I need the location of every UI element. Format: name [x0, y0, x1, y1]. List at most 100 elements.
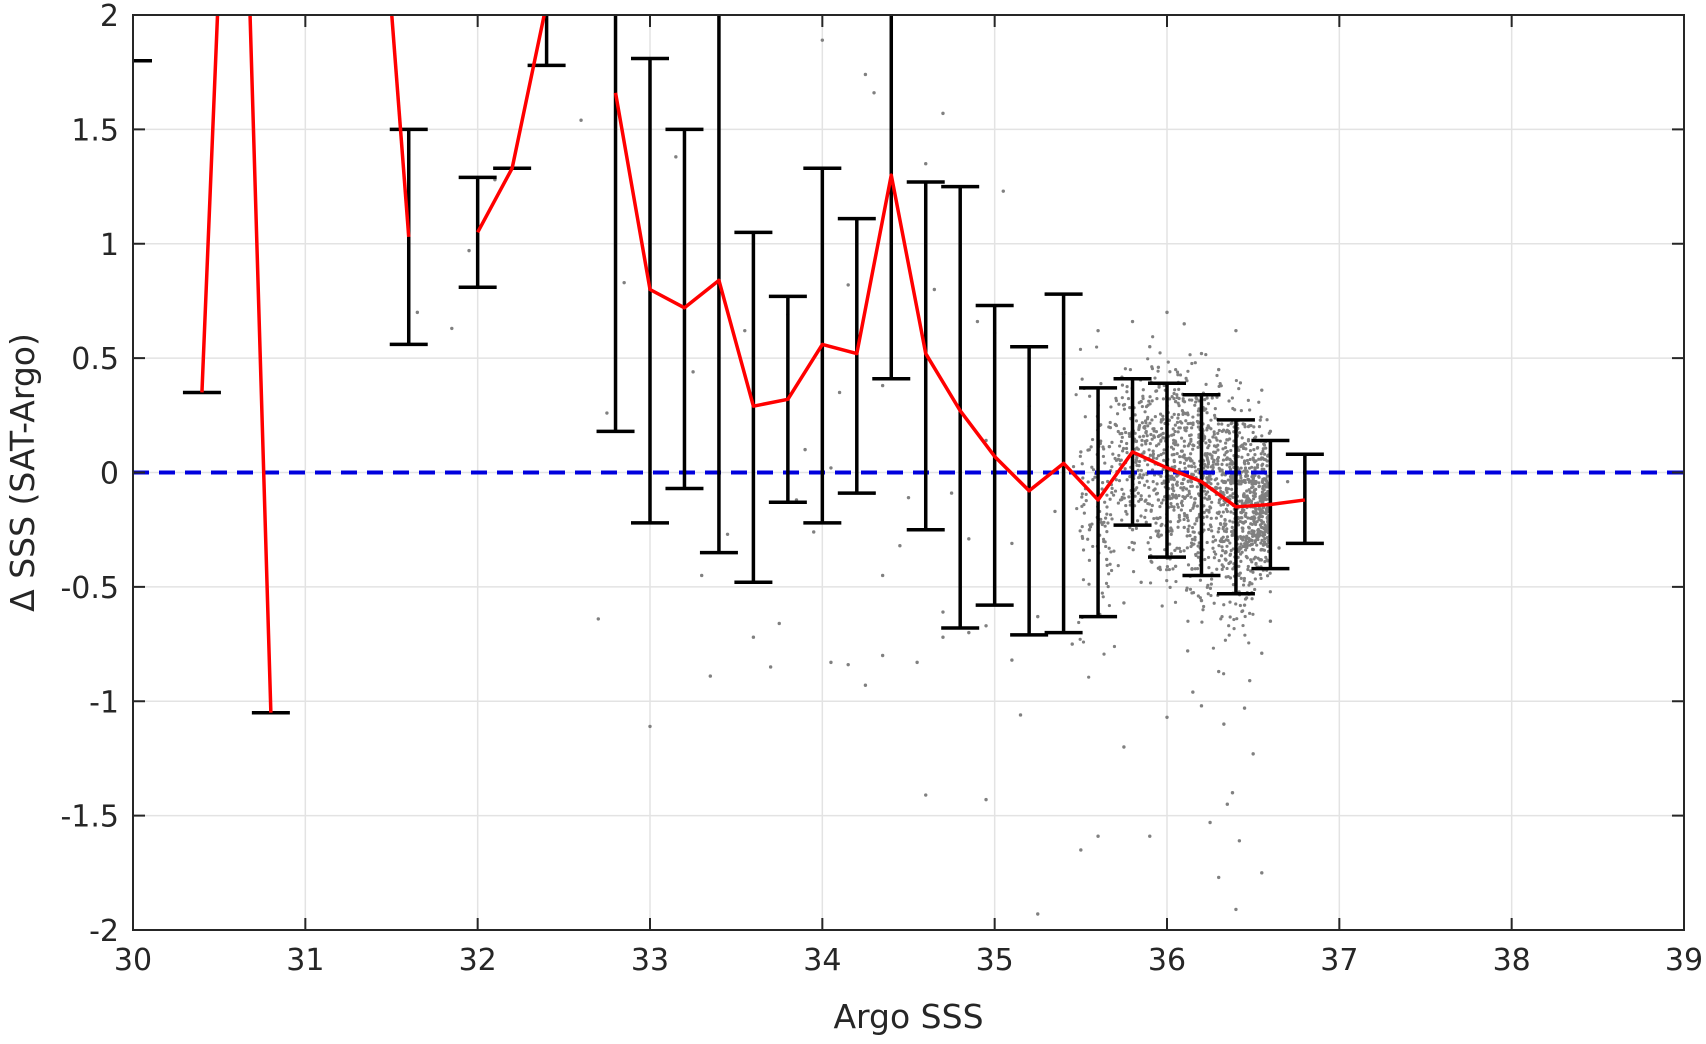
scatter-point	[1018, 713, 1023, 717]
scatter-point	[1175, 420, 1180, 424]
scatter-point	[1238, 381, 1243, 385]
scatter-point	[1099, 517, 1103, 521]
scatter-point	[1171, 486, 1175, 490]
x-tick-label: 35	[976, 943, 1014, 978]
scatter-point	[1134, 458, 1138, 462]
scatter-point	[1235, 617, 1239, 621]
scatter-point	[1222, 672, 1226, 676]
scatter-point	[1262, 467, 1266, 472]
scatter-point	[1079, 450, 1083, 454]
mean-line-segment	[613, 92, 1306, 509]
scatter-point	[1228, 457, 1232, 461]
scatter-point	[1154, 529, 1158, 533]
scatter-point	[1213, 450, 1218, 455]
scatter-point	[1189, 484, 1193, 489]
scatter-point	[1225, 802, 1230, 806]
scatter-point	[1151, 427, 1155, 431]
scatter-point	[1256, 463, 1260, 467]
scatter-point	[1206, 490, 1210, 494]
scatter-point	[1268, 590, 1272, 594]
scatter-point	[1146, 424, 1150, 428]
scatter-point	[1074, 393, 1078, 397]
scatter-point	[1230, 525, 1234, 529]
scatter-point	[1090, 522, 1094, 526]
scatter-point	[1139, 580, 1143, 584]
scatter-point	[872, 91, 876, 95]
scatter-point	[846, 283, 850, 287]
scatter-point	[1231, 492, 1235, 496]
scatter-point	[1250, 582, 1254, 586]
scatter-point	[1277, 546, 1281, 550]
scatter-point	[1216, 462, 1220, 466]
y-tick-label: 0.5	[71, 342, 119, 377]
scatter-point	[1193, 535, 1197, 539]
scatter-point	[1173, 564, 1178, 568]
scatter-point	[1217, 669, 1221, 674]
scatter-point	[743, 328, 747, 333]
scatter-point	[1159, 524, 1163, 528]
scatter-point	[1101, 595, 1105, 599]
scatter-point	[1254, 512, 1258, 516]
scatter-point	[1211, 646, 1216, 650]
scatter-point	[1225, 490, 1229, 494]
scatter-point	[1125, 385, 1129, 389]
scatter-point	[1081, 548, 1086, 552]
scatter-point	[1110, 517, 1114, 521]
scatter-point	[1148, 441, 1152, 446]
scatter-point	[1114, 396, 1118, 401]
scatter-point	[1188, 353, 1192, 357]
scatter-point	[1253, 555, 1257, 559]
y-tick-label: -1	[89, 685, 119, 720]
scatter-point	[1259, 415, 1263, 419]
scatter-point	[1121, 446, 1126, 451]
scatter-point	[1161, 414, 1165, 418]
scatter-point	[1081, 640, 1086, 644]
scatter-point	[1170, 474, 1174, 478]
scatter-point	[820, 38, 825, 42]
scatter-point	[1224, 457, 1229, 462]
scatter-point	[1247, 531, 1251, 535]
scatter-point	[1241, 508, 1245, 512]
scatter-point	[1145, 434, 1149, 438]
scatter-point	[1184, 588, 1189, 592]
x-axis-ticks: 30 31 32 33 34 35 36 37 38 39	[114, 15, 1703, 978]
scatter-point	[1083, 415, 1087, 419]
scatter-point	[1238, 534, 1243, 539]
scatter-point	[1109, 405, 1113, 409]
scatter-point	[1203, 557, 1207, 562]
scatter-point	[1082, 511, 1086, 515]
scatter-point	[1138, 473, 1142, 477]
scatter-point	[1209, 477, 1213, 481]
scatter-point	[1080, 495, 1084, 499]
scatter-point	[1131, 569, 1136, 574]
scatter-point	[1250, 542, 1254, 546]
scatter-point	[1185, 457, 1189, 461]
scatter-point	[1091, 468, 1096, 472]
scatter-point	[1202, 489, 1207, 493]
scatter-point	[1224, 507, 1228, 511]
scatter-point	[932, 287, 937, 292]
scatter-point	[1210, 577, 1214, 581]
scatter-point	[1156, 454, 1161, 458]
scatter-point	[1257, 531, 1261, 536]
scatter-point	[1243, 542, 1247, 546]
scatter-point	[1139, 497, 1143, 501]
scatter-point	[1148, 344, 1152, 349]
scatter-point	[1156, 566, 1160, 570]
scatter-point	[1255, 543, 1259, 547]
scatter-point	[1036, 614, 1040, 619]
scatter-point	[1087, 527, 1092, 532]
scatter-point	[1227, 437, 1232, 441]
scatter-point	[1258, 573, 1262, 577]
scatter-point	[1223, 522, 1227, 526]
scatter-point	[1264, 485, 1268, 489]
scatter-point	[1122, 407, 1126, 411]
y-tick-label: -1.5	[60, 800, 119, 835]
scatter-point	[1223, 518, 1227, 522]
scatter-point	[700, 573, 704, 578]
scatter-point	[1146, 501, 1150, 506]
scatter-point	[1148, 547, 1152, 551]
scatter-point	[1077, 620, 1081, 625]
scatter-point	[1153, 414, 1157, 419]
